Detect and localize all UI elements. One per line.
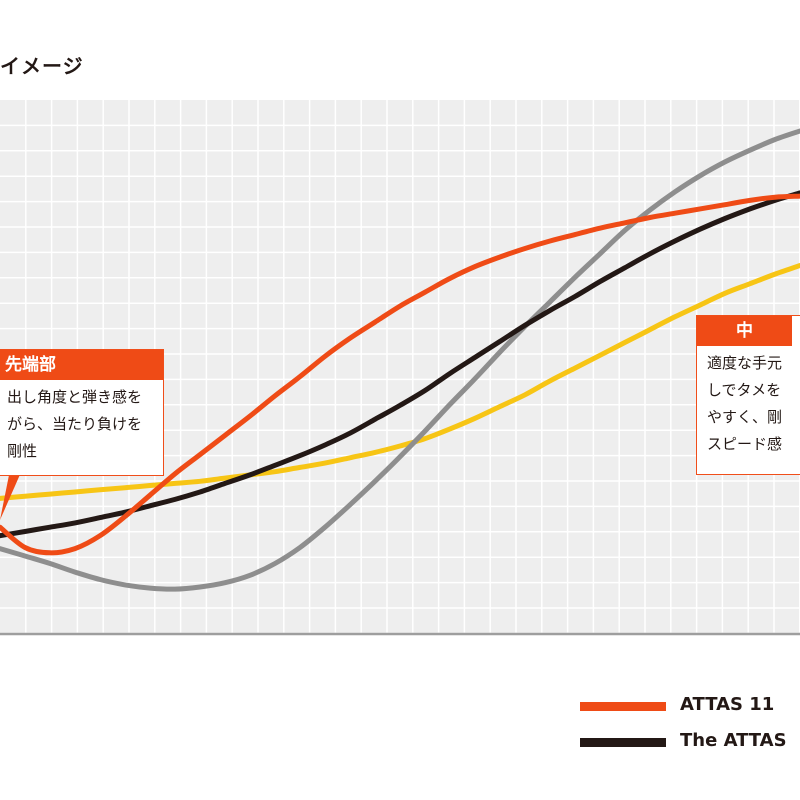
callout-mid-line: しでタメを [707, 381, 782, 399]
series-line-gray [0, 128, 800, 592]
callout-tip-body: 出し角度と弾き感を がら、当たり負けを 剛性 [0, 380, 163, 465]
callout-mid-section: 中 適度な手元 しでタメを やすく、剛 スピード感 [696, 315, 800, 475]
callout-tip-line: がら、当たり負けを [7, 415, 143, 433]
callout-tip-line: 出し角度と弾き感を [7, 388, 143, 406]
chart-title: イメージ [0, 54, 84, 78]
callout-mid-title: 中 [697, 316, 792, 346]
callout-pointer [0, 470, 22, 520]
callout-mid-body: 適度な手元 しでタメを やすく、剛 スピード感 [697, 346, 800, 458]
callout-tip-section: 先端部 出し角度と弾き感を がら、当たり負けを 剛性 [0, 349, 164, 476]
legend-label-attas-11: ATTAS 11 [680, 694, 775, 715]
callout-tip-line: 剛性 [7, 442, 38, 460]
legend-swatch-attas-11 [580, 702, 666, 711]
legend-label-the-attas: The ATTAS [680, 730, 787, 751]
callout-mid-line: スピード感 [707, 435, 783, 453]
legend-item-attas-11: ATTAS 11 [580, 692, 800, 722]
callout-tip-title: 先端部 [0, 350, 163, 380]
legend-item-the-attas: The ATTAS [580, 728, 800, 758]
series-line-attas-11 [0, 193, 800, 556]
series-line-yellow [0, 263, 800, 501]
plot-area [0, 100, 800, 636]
legend-swatch-the-attas [580, 738, 666, 747]
callout-mid-line: やすく、剛 [707, 408, 783, 426]
callout-mid-line: 適度な手元 [707, 354, 783, 372]
